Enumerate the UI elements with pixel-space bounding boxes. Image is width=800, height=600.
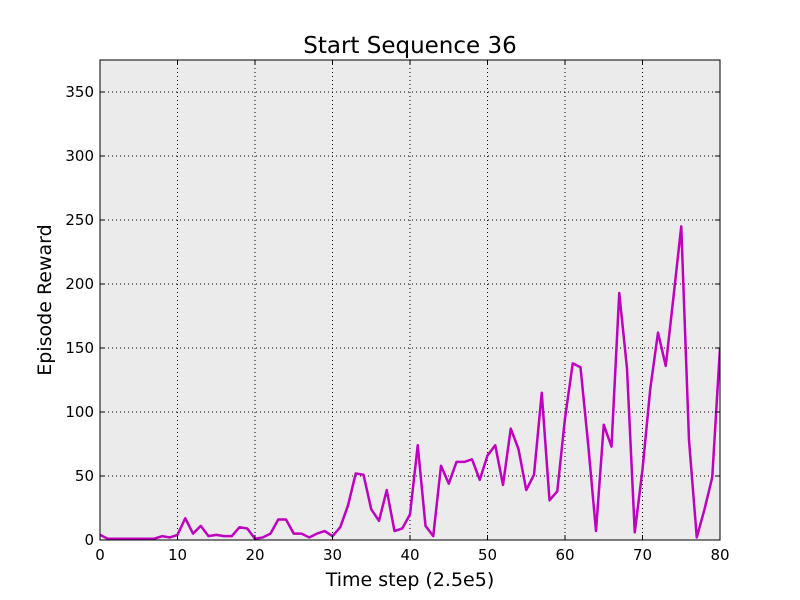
x-tick-label: 0 — [95, 546, 105, 564]
y-tick-label: 300 — [65, 147, 94, 165]
x-tick-label: 70 — [633, 546, 652, 564]
x-tick-label: 60 — [555, 546, 574, 564]
y-tick-label: 150 — [65, 339, 94, 357]
x-tick-label: 30 — [323, 546, 342, 564]
y-tick-label: 250 — [65, 211, 94, 229]
x-axis-label: Time step (2.5e5) — [325, 569, 495, 591]
x-tick-label: 20 — [245, 546, 264, 564]
y-tick-label: 0 — [84, 531, 94, 549]
y-tick-label: 100 — [65, 403, 94, 421]
y-tick-label: 350 — [65, 83, 94, 101]
y-tick-label: 200 — [65, 275, 94, 293]
x-tick-label: 10 — [168, 546, 187, 564]
x-tick-label: 50 — [478, 546, 497, 564]
chart-title: Start Sequence 36 — [303, 33, 517, 59]
x-tick-label: 40 — [400, 546, 419, 564]
series-layer — [100, 225, 720, 540]
y-tick-label: 50 — [75, 467, 94, 485]
y-axis-label: Episode Reward — [34, 224, 56, 375]
ticks — [99, 60, 721, 541]
x-tick-label: 80 — [710, 546, 729, 564]
series-line-0 — [100, 225, 720, 540]
y-tick-labels: 0 50 100 150 200 250 300 350 — [65, 83, 94, 549]
x-tick-labels: 0 10 20 30 40 50 60 70 80 — [95, 546, 729, 564]
